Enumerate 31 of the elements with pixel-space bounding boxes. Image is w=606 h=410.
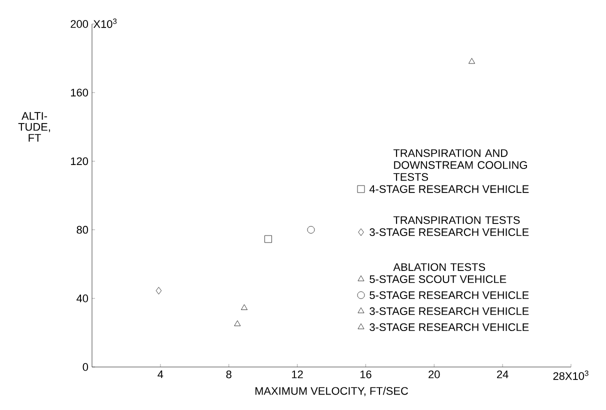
x-axis-title: MAXIMUM VELOCITY, FT/SEC <box>255 386 408 396</box>
y-tick-label: 200 <box>70 20 88 28</box>
x-tick-label: 4 <box>158 370 164 378</box>
y-tick-label: 0 <box>82 363 88 371</box>
legend-label: 5-STAGE SCOUT VEHICLE <box>370 275 506 284</box>
y-tick-label: 80 <box>76 226 88 234</box>
point <box>234 320 241 326</box>
x-tick-label: 12 <box>292 370 303 378</box>
point <box>264 235 272 243</box>
point <box>468 58 476 64</box>
legend-label: 4-STAGE RESEARCH VEHICLE <box>369 185 529 193</box>
annotation: X10$^{3}$ <box>93 18 117 28</box>
x-tick-label: 28X10$^{3}$ <box>553 370 588 380</box>
annotation: TRANSPIRATION AND DOWNSTREAM COOLING TESTS <box>393 149 527 181</box>
x-tick-label: 24 <box>497 370 508 378</box>
x-tick-label: 20 <box>428 370 440 378</box>
annotation: TRANSPIRATION TESTS <box>393 216 520 224</box>
point <box>156 286 162 294</box>
y-tick-label: 40 <box>76 294 88 302</box>
x-tick-label: 16 <box>360 370 372 378</box>
point <box>241 304 248 310</box>
annotation: ABLATION TESTS <box>393 263 486 271</box>
legend-label: 3-STAGE RESEARCH VEHICLE <box>370 228 529 236</box>
legend-label: 5-STAGE RESEARCH VEHICLE <box>370 291 529 300</box>
x-tick-label: 8 <box>226 370 232 378</box>
legend-label: 3-STAGE RESEARCH VEHICLE <box>370 323 529 332</box>
y-axis-title: ALTI-TUDE, FT <box>18 112 50 142</box>
legend-label: 3-STAGE RESEARCH VEHICLE <box>370 307 529 316</box>
y-tick-label: 120 <box>71 157 88 166</box>
y-tick-label: 160 <box>71 88 88 96</box>
point <box>307 226 315 234</box>
